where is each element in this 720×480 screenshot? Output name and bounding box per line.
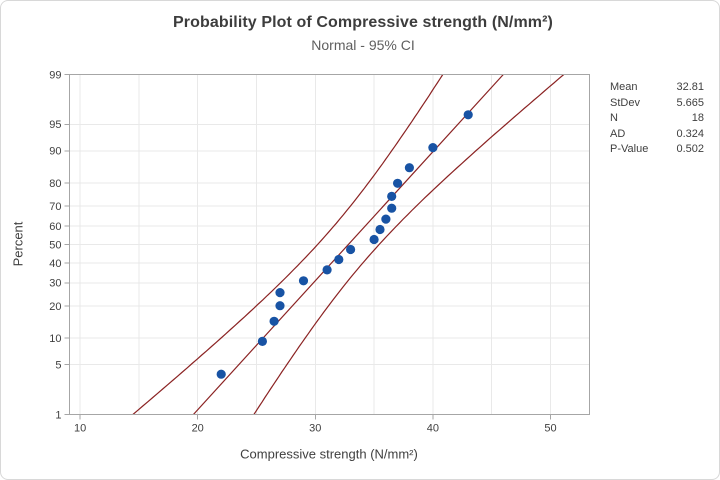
chart-subtitle: Normal - 95% CI [311,37,415,53]
y-axis-title: Percent [10,221,26,267]
data-point [216,369,226,379]
y-tick-label: 1 [55,409,61,421]
stat-row-ad: AD 0.324 [610,127,704,143]
y-tick-label: 10 [49,333,61,345]
data-point [275,301,285,311]
stat-label: N [610,112,618,124]
y-tick-label: 90 [49,146,61,158]
data-point [387,191,397,201]
fit-and-ci-lines [132,74,565,415]
stat-value: 0.502 [676,143,704,155]
y-tick-label: 60 [49,221,61,233]
ci-upper-bound-line [253,74,565,415]
y-tick-label: 50 [49,239,61,251]
y-tick-label: 20 [49,301,61,313]
data-point [369,234,379,245]
stat-row-n: N 18 [610,111,704,127]
data-point [387,203,397,213]
x-axis-title: Compressive strength (N/mm²) [240,446,418,462]
data-point [334,254,344,265]
data-point [404,163,414,173]
ci-lower-bound-line [132,74,444,415]
data-point [257,336,267,346]
fitted-distribution-line [192,74,504,415]
gridlines [69,74,590,415]
stat-row-pvalue: P-Value 0.502 [610,142,704,158]
data-point [275,288,285,298]
stat-value: 0.324 [676,127,704,140]
data-points [216,110,473,379]
stat-row-stdev: StDev 5.665 [610,96,704,112]
data-point [375,224,385,235]
stat-label: StDev [610,96,640,109]
data-point [269,316,279,326]
y-tick-label: 30 [49,278,61,290]
data-point [298,276,309,286]
y-tick-label: 99 [49,69,61,81]
stat-value: 5.665 [676,96,704,109]
y-tick-label: 95 [49,119,61,131]
stats-panel: Mean 32.81 StDev 5.665 N 18 AD 0.324 P-V… [610,80,704,158]
data-point [463,110,473,120]
stat-row-mean: Mean 32.81 [610,80,704,96]
data-point [322,265,332,275]
x-tick-label: 30 [309,423,321,435]
y-tick-label: 70 [49,201,61,213]
stat-value: 18 [691,112,704,124]
y-tick-label: 5 [55,360,61,372]
stat-label: P-Value [610,143,649,155]
x-tick-label: 50 [544,423,556,435]
data-point [346,244,356,255]
tick-labels: 10 20 30 40 50 1 5 10 20 30 40 50 60 70 80 90 95 99 [49,69,556,434]
data-point [393,178,403,188]
x-tick-label: 20 [192,423,204,435]
axis-ticks [64,74,551,420]
y-tick-label: 80 [49,178,61,190]
y-tick-label: 40 [49,258,61,270]
x-tick-label: 10 [74,423,86,435]
stat-label: AD [610,127,626,140]
data-point [428,143,438,153]
data-point [381,214,391,224]
x-tick-label: 40 [427,423,439,435]
stat-label: Mean [610,81,638,93]
stat-value: 32.81 [676,81,704,93]
chart-title: Probability Plot of Compressive strength… [173,14,553,31]
